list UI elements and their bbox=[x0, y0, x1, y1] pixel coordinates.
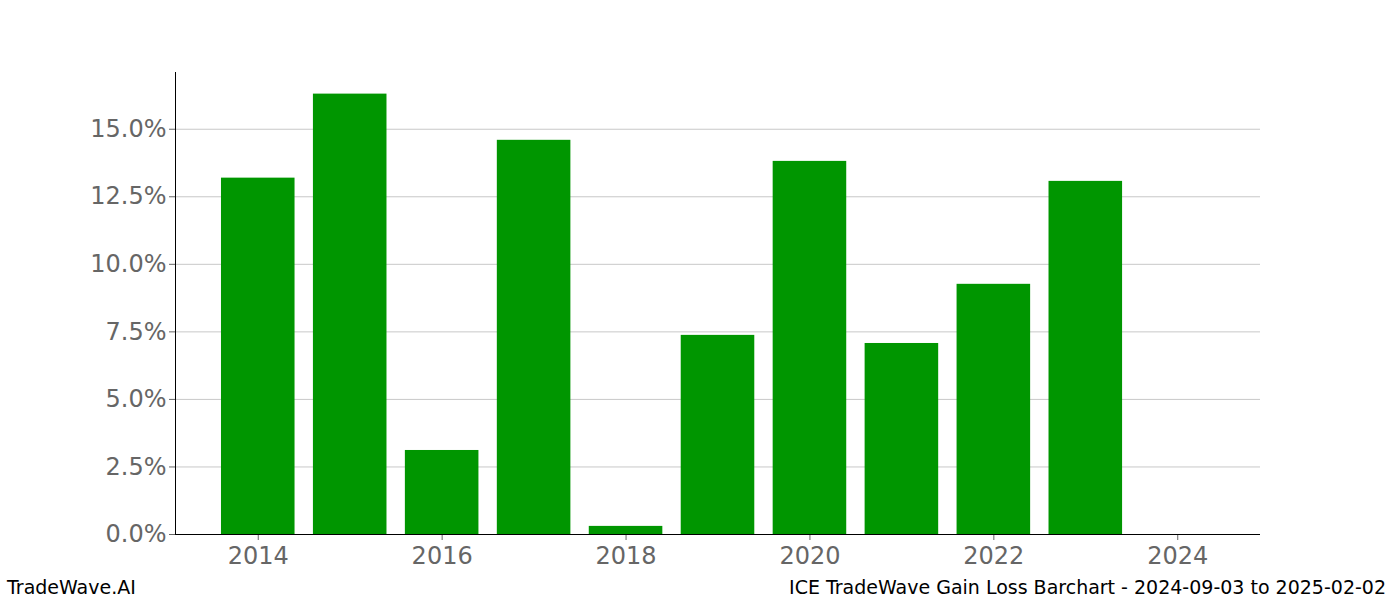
svg-text:2020: 2020 bbox=[779, 542, 840, 570]
svg-text:2024: 2024 bbox=[1147, 542, 1208, 570]
svg-text:2016: 2016 bbox=[412, 542, 473, 570]
svg-text:5.0%: 5.0% bbox=[106, 385, 167, 413]
svg-text:7.5%: 7.5% bbox=[106, 318, 167, 346]
svg-text:12.5%: 12.5% bbox=[90, 182, 166, 210]
svg-text:15.0%: 15.0% bbox=[90, 115, 166, 143]
html-text:TradeWave.AI: TradeWave.AI bbox=[7, 576, 136, 598]
html-text:ICE TradeWave Gain Loss Barcha: ICE TradeWave Gain Loss Barchart - 2024-… bbox=[789, 576, 1386, 598]
svg-text:2022: 2022 bbox=[963, 542, 1024, 570]
svg-text:0.0%: 0.0% bbox=[106, 520, 167, 548]
svg-text:2014: 2014 bbox=[228, 542, 289, 570]
svg-text:2018: 2018 bbox=[596, 542, 657, 570]
svg-text:10.0%: 10.0% bbox=[90, 250, 166, 278]
svg-text:2.5%: 2.5% bbox=[106, 453, 167, 481]
